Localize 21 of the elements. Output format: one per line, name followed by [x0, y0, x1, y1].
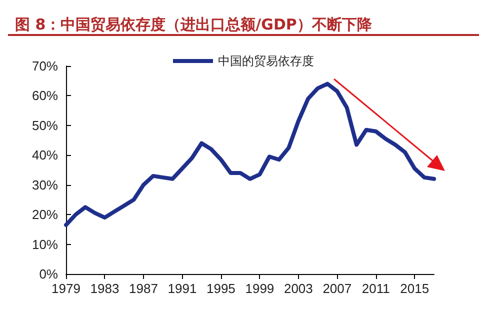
- y-tick-label: 60%: [32, 88, 58, 104]
- x-tick-label: 2003: [284, 281, 313, 296]
- y-tick-label: 20%: [32, 207, 58, 222]
- x-tick-label: 2015: [400, 281, 430, 296]
- x-tick-label: 1983: [90, 281, 120, 296]
- x-tick-label: 1995: [206, 281, 236, 296]
- legend-label: 中国的贸易依存度: [218, 54, 314, 68]
- x-tick-label: 1991: [168, 281, 197, 296]
- chart-title: 图 8：中国贸易依存度（进出口总额/GDP）不断下降: [15, 16, 373, 34]
- y-tick-label: 40%: [32, 148, 58, 163]
- x-tick-label: 1987: [129, 281, 158, 296]
- line-series: [64, 82, 436, 227]
- x-tick-label: 2011: [362, 281, 390, 296]
- x-tick-label: 2007: [322, 281, 352, 296]
- x-tick-label: 1999: [245, 281, 274, 296]
- y-tick-label: 10%: [32, 236, 58, 252]
- y-tick-label: 0%: [39, 266, 58, 282]
- x-tick-label: 1979: [52, 281, 80, 296]
- y-tick-label: 30%: [32, 177, 58, 192]
- y-tick-label: 70%: [32, 58, 58, 74]
- y-tick-label: 50%: [32, 118, 58, 133]
